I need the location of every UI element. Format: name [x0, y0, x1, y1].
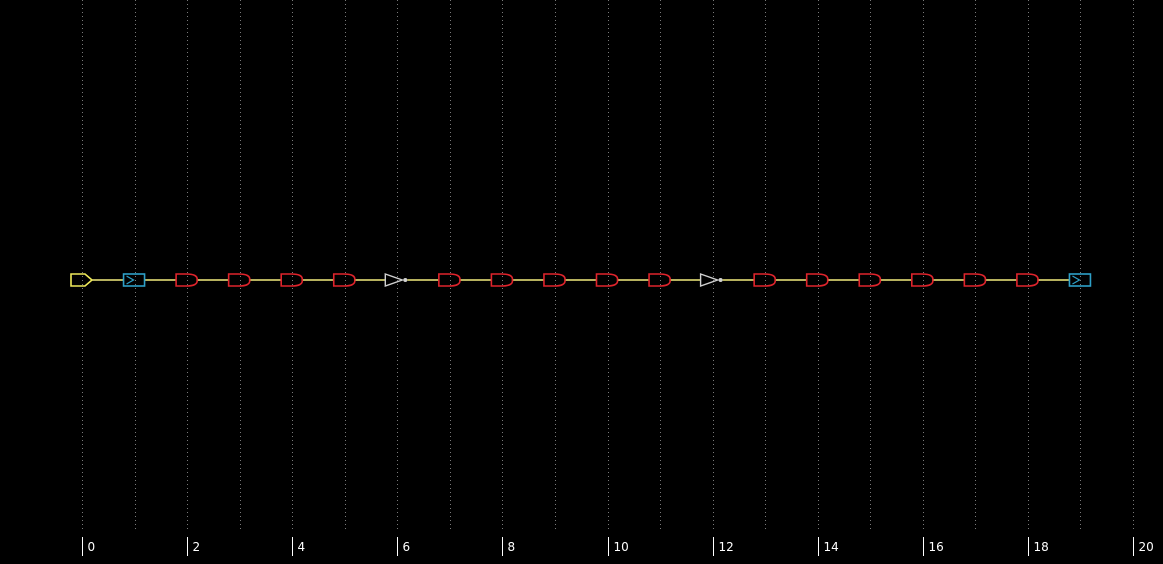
- inverter-bubble: [403, 278, 408, 282]
- and-gate-icon[interactable]: [595, 273, 619, 287]
- inverter-bubble: [718, 278, 723, 282]
- and-gate-icon[interactable]: [911, 273, 934, 287]
- ruler-tick-label: 4: [298, 540, 306, 554]
- clock-pin-icon: [126, 275, 135, 285]
- inverter-body: [384, 273, 405, 287]
- grid-lines: [82, 0, 1134, 530]
- ruler-tick-label: 14: [824, 540, 839, 554]
- ruler-tick-label: 8: [508, 540, 516, 554]
- and-gate-icon[interactable]: [648, 273, 671, 287]
- ruler-tick-label: 18: [1034, 540, 1049, 554]
- and-gate-icon[interactable]: [1016, 273, 1039, 287]
- ruler-tick-label: 20: [1139, 540, 1154, 554]
- and-gate-icon[interactable]: [280, 273, 304, 287]
- flipflop-icon[interactable]: [1068, 273, 1092, 287]
- and-gate-icon[interactable]: [490, 273, 514, 287]
- and-gate-icon[interactable]: [753, 273, 776, 287]
- cell-layer: [70, 273, 1092, 287]
- ruler-tick-label: 10: [614, 540, 629, 554]
- flipflop-icon[interactable]: [122, 273, 146, 287]
- and-gate-icon[interactable]: [805, 273, 829, 287]
- ruler-tick-label: 6: [403, 540, 411, 554]
- stage-ruler: 0 2 4 6 8 10 12 14 16 18 20: [82, 537, 1154, 556]
- and-gate-icon[interactable]: [543, 273, 566, 287]
- input-port-icon[interactable]: [70, 273, 94, 287]
- and-gate-icon[interactable]: [227, 273, 251, 287]
- and-gate-icon[interactable]: [858, 273, 882, 287]
- and-gate-icon[interactable]: [963, 273, 987, 287]
- ruler-tick-label: 12: [719, 540, 734, 554]
- inverter-icon[interactable]: [699, 273, 723, 287]
- ruler-tick-label: 0: [88, 540, 96, 554]
- flipflop-body: [1068, 273, 1092, 287]
- clock-pin-icon: [1072, 275, 1081, 285]
- and-gate-icon[interactable]: [175, 273, 198, 287]
- flipflop-body: [122, 273, 146, 287]
- ruler-tick-label: 16: [929, 540, 944, 554]
- inverter-body: [699, 273, 720, 287]
- ruler-tick-label: 2: [193, 540, 201, 554]
- and-gate-icon[interactable]: [332, 273, 356, 287]
- inverter-icon[interactable]: [384, 273, 408, 287]
- and-gate-icon[interactable]: [438, 273, 461, 287]
